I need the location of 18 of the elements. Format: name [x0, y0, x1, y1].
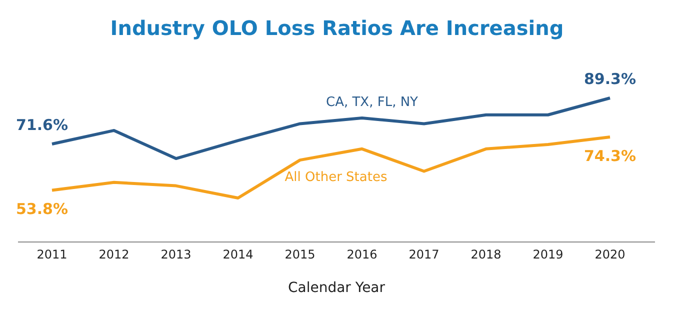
x-tick-label: 2016 [346, 248, 378, 262]
x-tick-label: 2015 [284, 248, 316, 262]
data-label: 74.3% [584, 146, 636, 165]
chart-title: Industry OLO Loss Ratios Are Increasing [109, 16, 565, 40]
data-label: 53.8% [16, 200, 68, 218]
x-tick-label: 2012 [98, 248, 130, 262]
data-label: 71.6% [16, 116, 68, 134]
x-tick-label: 2014 [222, 248, 254, 262]
x-tick-label: 2020 [594, 248, 626, 262]
x-tick-label: 2013 [160, 248, 192, 262]
x-axis-title: Calendar Year [288, 280, 386, 296]
x-tick-label: 2018 [470, 248, 502, 262]
x-tick-label: 2011 [36, 248, 68, 262]
data-label: 89.3% [584, 70, 636, 88]
x-tick-label: 2017 [408, 248, 440, 262]
series-label: All Other States [284, 170, 388, 185]
x-tick-label: 2019 [532, 248, 564, 262]
series-label: CA, TX, FL, NY [326, 95, 418, 110]
